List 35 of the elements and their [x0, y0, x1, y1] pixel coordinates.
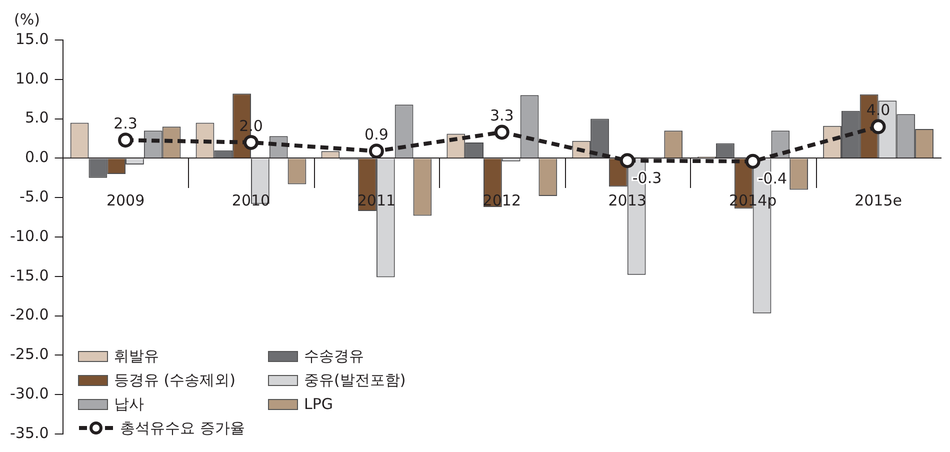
legend-label: 등경유 (수송제외) — [114, 370, 236, 390]
y-tick-label: -25.0 — [10, 345, 49, 364]
x-tick-label: 2012 — [482, 192, 521, 210]
legend-label: 납사 — [114, 394, 144, 414]
y-tick-label: -35.0 — [10, 424, 49, 442]
y-tick-label: 15.0 — [15, 30, 49, 48]
point — [870, 119, 886, 134]
y-tick-label: -5.0 — [20, 187, 49, 206]
y-tick-label: -10.0 — [10, 226, 49, 245]
data-label: 0.9 — [364, 126, 388, 144]
legend-label: 휘발유 — [114, 346, 159, 366]
y-tick-label: -20.0 — [10, 306, 49, 324]
point — [243, 134, 258, 150]
y-tick-label: 10.0 — [15, 69, 49, 88]
y-axis-title: (%) — [14, 10, 40, 28]
y-tick-label: -30.0 — [10, 384, 49, 402]
point — [118, 132, 134, 148]
data-label: 4.0 — [866, 101, 890, 120]
point — [745, 154, 760, 169]
x-tick-label: 2009 — [106, 192, 145, 210]
data-label: 3.3 — [490, 106, 514, 125]
point — [620, 153, 635, 168]
x-tick-label: 2015e — [854, 192, 902, 210]
y-tick-label: 0.0 — [24, 148, 49, 166]
y-tick-label: 5.0 — [24, 108, 49, 127]
x-tick-label: 2010 — [232, 192, 270, 210]
legend-label: 중유(발전포함) — [304, 370, 406, 390]
data-label: 2.0 — [239, 116, 263, 135]
data-label: 2.3 — [114, 114, 138, 132]
legend-label: 수송경유 — [304, 346, 364, 366]
legend-label: 총석유수요 증가율 — [120, 418, 245, 438]
y-tick-label: -15.0 — [10, 266, 49, 284]
point — [368, 144, 384, 159]
legend-label: LPG — [304, 395, 334, 413]
point — [494, 124, 510, 140]
